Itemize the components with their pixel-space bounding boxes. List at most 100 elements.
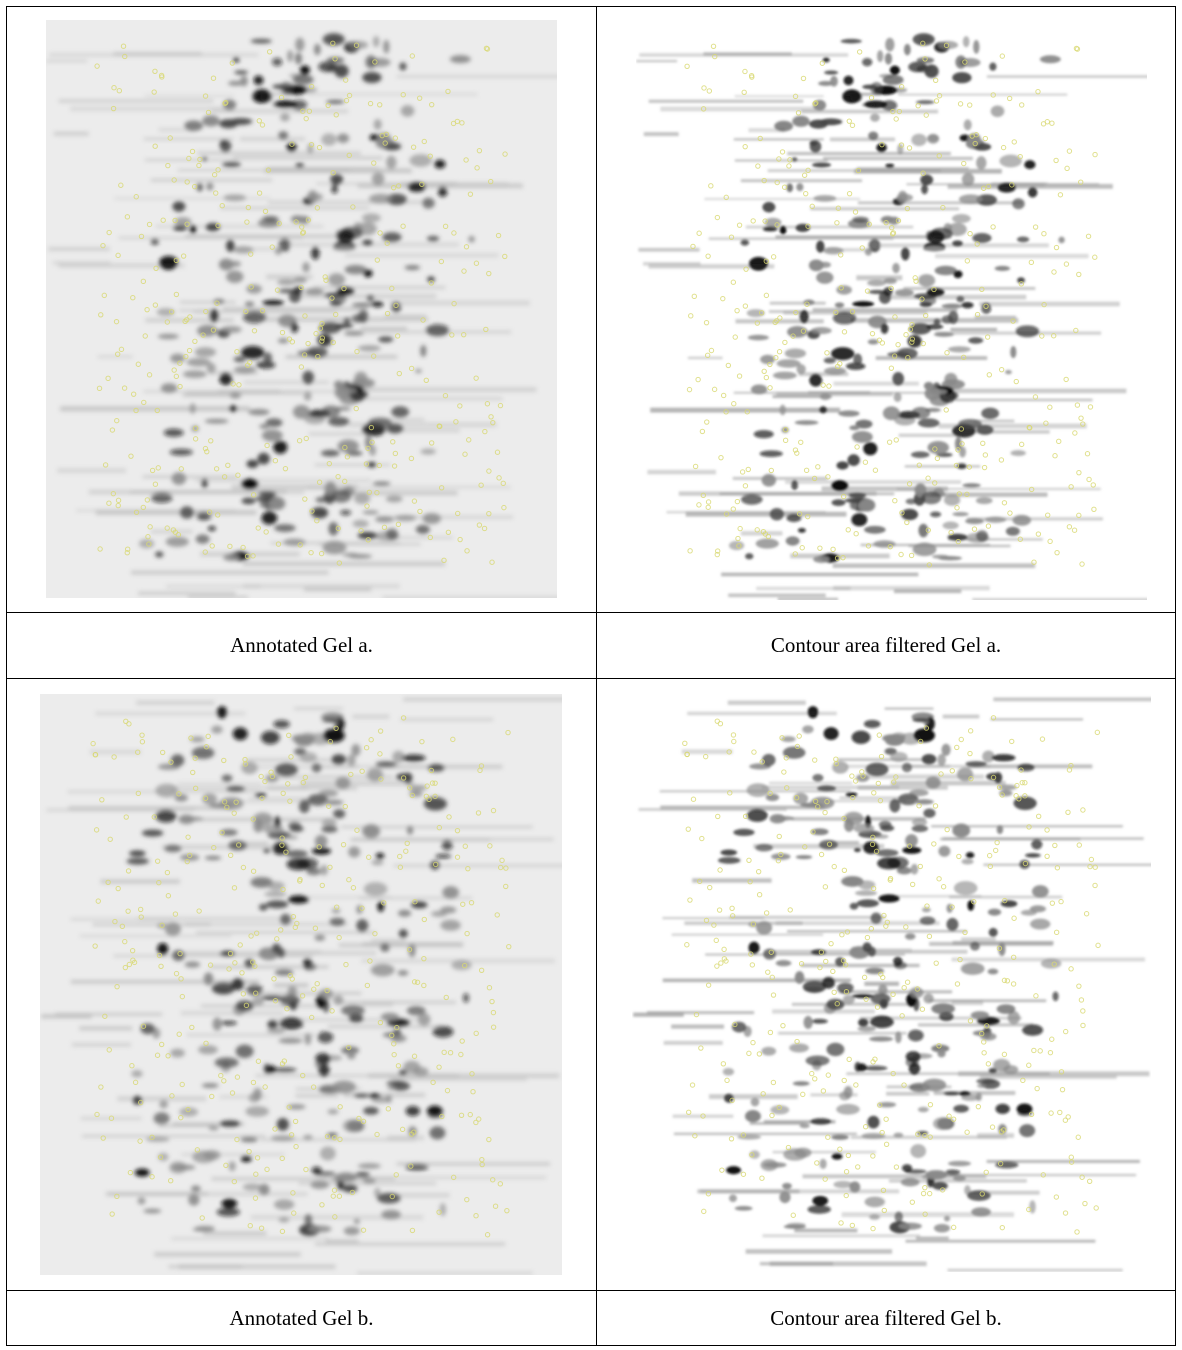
spot <box>774 121 793 132</box>
spot <box>1017 764 1035 772</box>
spot <box>336 323 353 329</box>
spot <box>852 731 871 744</box>
spot <box>318 1031 334 1043</box>
spot <box>1017 236 1029 242</box>
spot <box>304 391 312 401</box>
streak <box>371 939 406 942</box>
streak <box>303 896 391 899</box>
spot <box>905 933 916 940</box>
spot <box>897 144 903 155</box>
spot <box>246 284 262 293</box>
spot <box>841 39 862 44</box>
spot <box>253 819 263 832</box>
spot <box>862 58 872 66</box>
spot <box>901 1178 920 1186</box>
spot <box>323 541 347 555</box>
streak <box>54 132 89 136</box>
streak <box>756 587 851 591</box>
spot <box>343 1119 361 1132</box>
spot <box>1025 853 1041 857</box>
spot <box>323 729 344 743</box>
spot <box>328 1109 339 1114</box>
spot <box>809 259 824 271</box>
spot <box>934 318 941 325</box>
spot <box>787 326 808 338</box>
spot <box>229 1161 236 1171</box>
spot <box>933 1117 951 1130</box>
streak <box>674 1133 857 1135</box>
streak <box>709 237 894 240</box>
spot <box>897 348 918 359</box>
spot <box>793 1081 810 1086</box>
spot <box>812 774 823 782</box>
spot <box>926 324 943 330</box>
spot <box>280 914 291 925</box>
streak <box>943 837 1144 840</box>
spot <box>858 1026 876 1032</box>
spot <box>166 537 189 547</box>
spot <box>923 809 935 818</box>
spot <box>871 913 882 924</box>
spot <box>337 230 355 243</box>
spot <box>427 764 445 772</box>
spot <box>442 886 459 898</box>
streak <box>290 243 459 247</box>
spot <box>997 825 1003 834</box>
spot <box>351 744 360 756</box>
spot <box>813 556 829 563</box>
spot <box>273 441 287 454</box>
streak <box>136 701 214 705</box>
spot <box>135 1169 150 1177</box>
streak <box>905 465 980 467</box>
spot <box>275 969 294 976</box>
spot <box>852 431 873 443</box>
streak <box>98 356 133 358</box>
spot <box>262 430 283 442</box>
spot <box>271 1135 295 1141</box>
spot <box>864 1066 888 1071</box>
spot <box>965 518 984 524</box>
spot <box>812 162 831 167</box>
spot <box>241 346 264 359</box>
spot <box>989 63 996 71</box>
streak <box>990 718 1083 720</box>
streak <box>353 715 390 719</box>
spot <box>816 271 833 283</box>
spot <box>831 1135 849 1140</box>
streak <box>131 571 328 575</box>
streak <box>138 591 236 595</box>
spot <box>941 744 950 756</box>
spot <box>864 526 886 534</box>
spot <box>223 194 246 201</box>
spot <box>143 1209 161 1214</box>
streak <box>735 159 828 161</box>
streak <box>787 152 951 155</box>
spot <box>320 1146 336 1160</box>
streak <box>145 159 238 161</box>
spot <box>961 962 985 974</box>
spot <box>308 1225 331 1232</box>
spot <box>311 1167 321 1175</box>
spot <box>374 119 382 130</box>
streak <box>240 137 305 141</box>
streak <box>776 921 940 925</box>
spot <box>192 747 215 759</box>
spot <box>824 71 838 75</box>
spot <box>993 1059 1010 1072</box>
streak <box>660 806 824 810</box>
spot <box>925 1170 947 1179</box>
streak <box>886 1092 929 1096</box>
spot <box>847 454 859 466</box>
spot <box>970 942 980 951</box>
spot <box>938 846 950 857</box>
streak <box>197 151 361 154</box>
spot <box>848 493 866 498</box>
spot <box>386 1080 406 1086</box>
spot <box>824 358 836 364</box>
caption: Contour area filtered Gel a. <box>596 612 1176 679</box>
spot <box>867 1116 879 1129</box>
spot <box>222 774 233 782</box>
streak <box>943 715 980 719</box>
spot <box>319 989 333 1000</box>
spot <box>222 162 241 167</box>
